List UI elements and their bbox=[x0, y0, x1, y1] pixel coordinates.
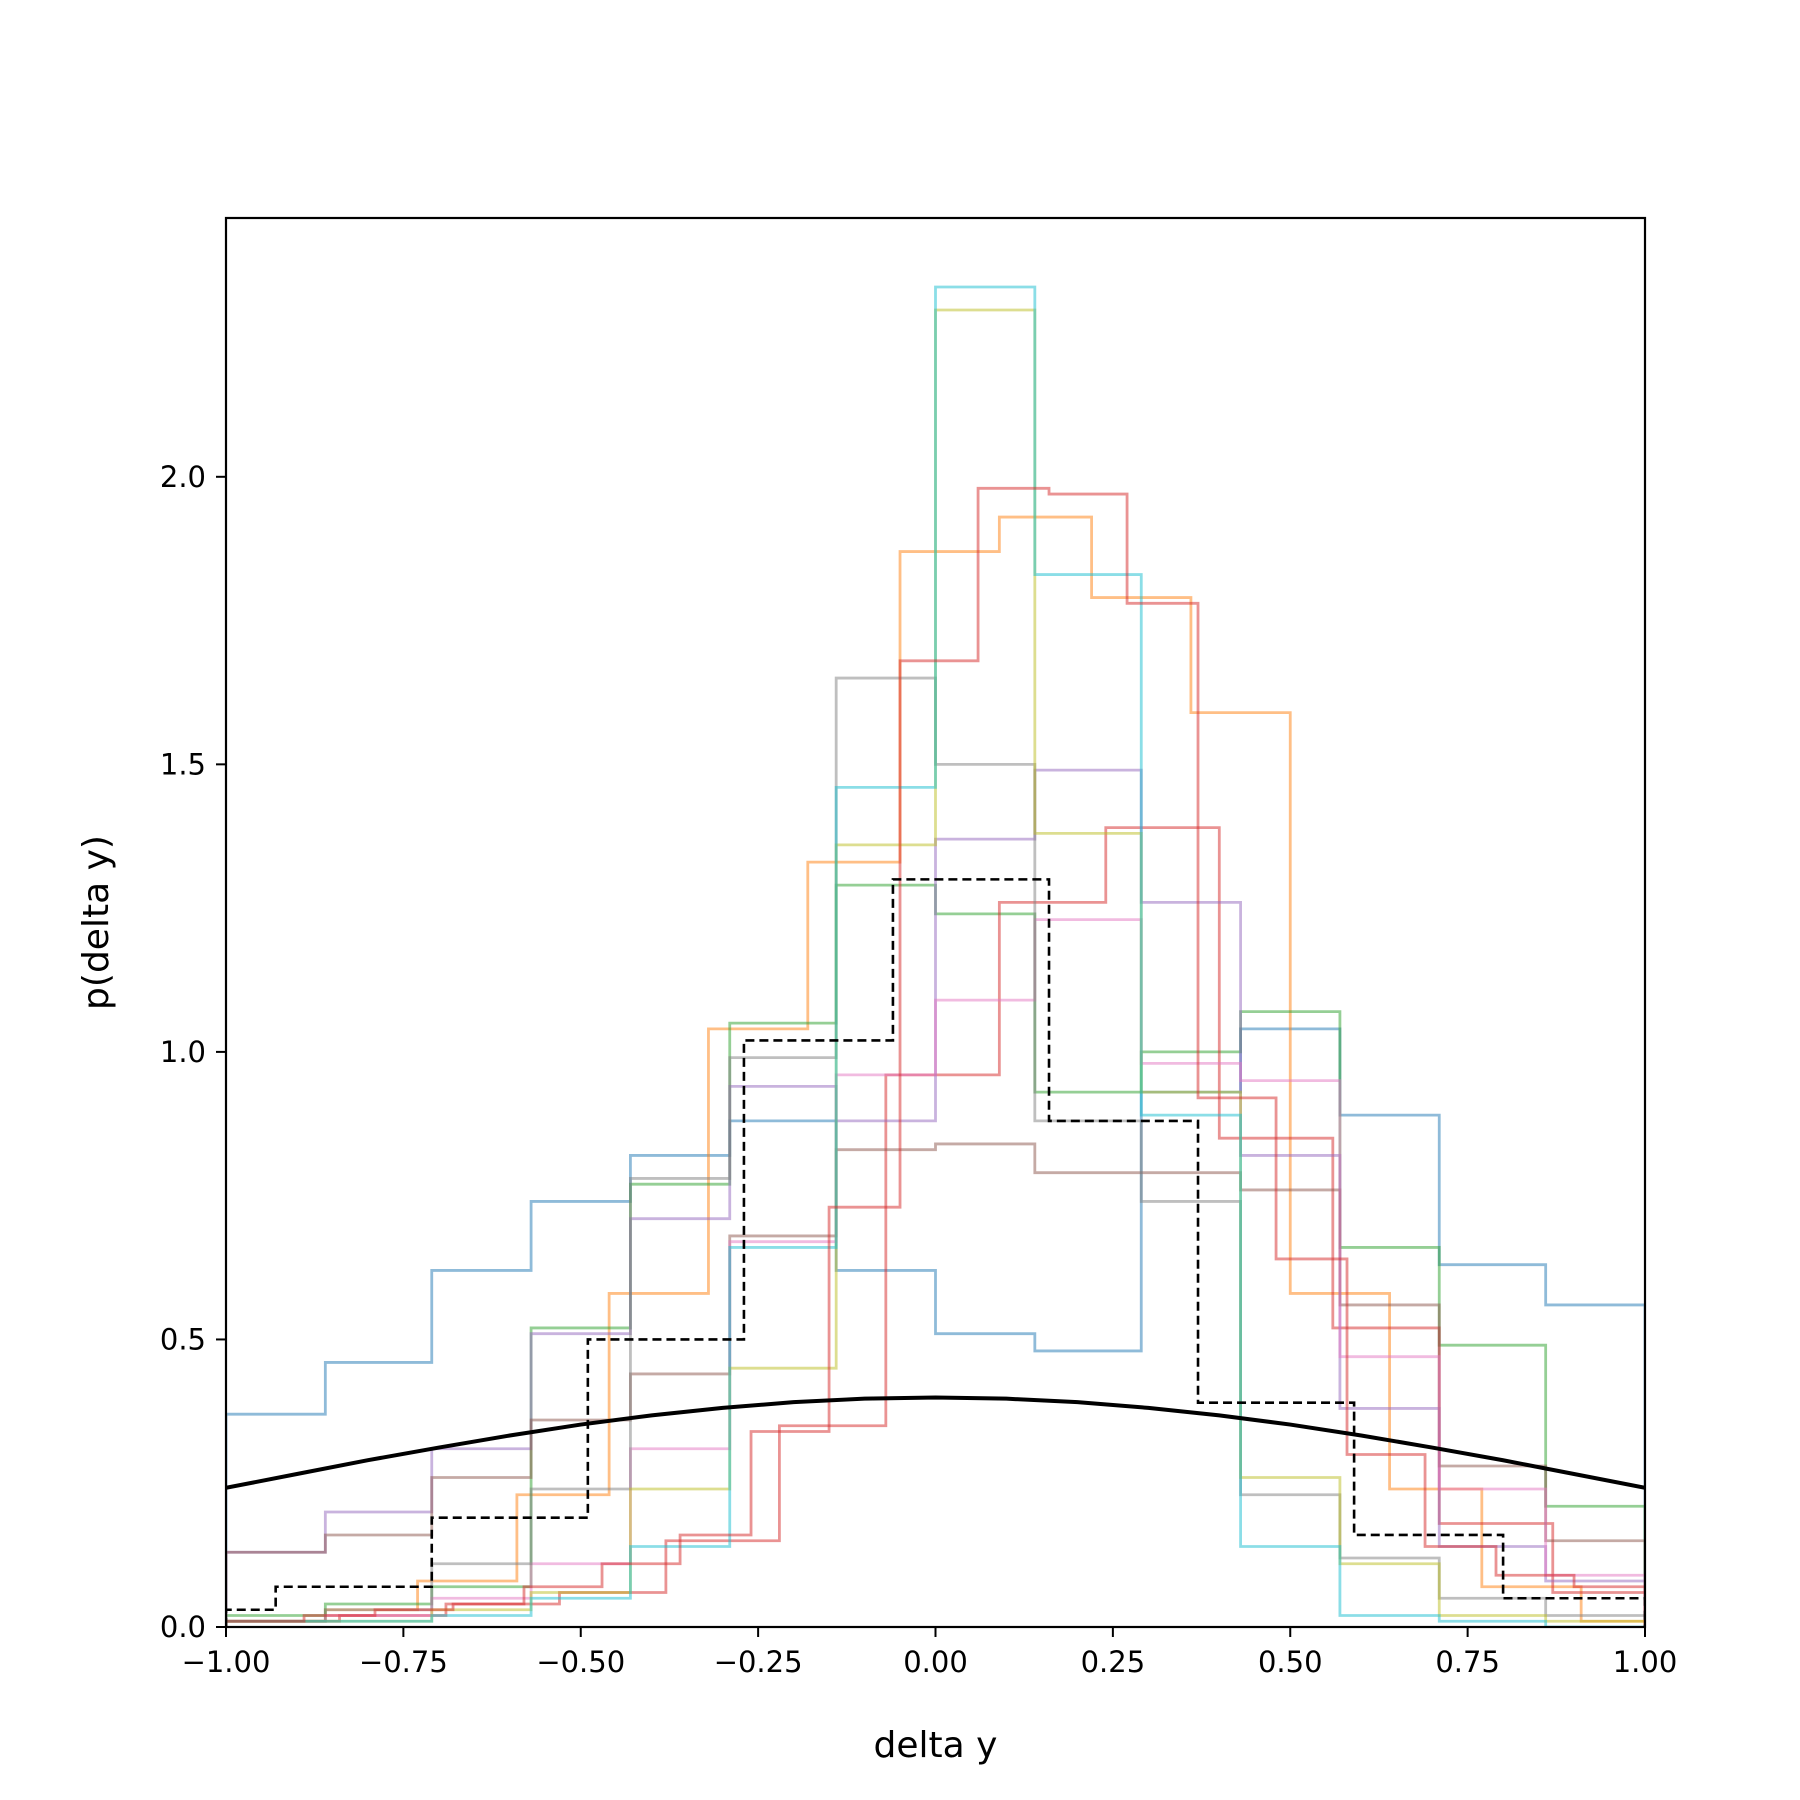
curve-layer bbox=[226, 1395, 1645, 1490]
y-tick-label: 0.0 bbox=[160, 1610, 206, 1644]
x-tick-label: −0.75 bbox=[359, 1645, 448, 1679]
histogram-series-11 bbox=[226, 486, 1645, 1627]
x-tick-label: 0.00 bbox=[903, 1645, 968, 1679]
y-axis-label: p(delta y) bbox=[76, 835, 117, 1010]
histogram-series-6 bbox=[226, 1142, 1645, 1627]
y-axis-ticks: 0.0 0.5 1.0 1.5 2.0 bbox=[160, 460, 226, 1644]
y-tick-label: 1.0 bbox=[160, 1035, 206, 1069]
x-tick-label: 0.50 bbox=[1258, 1645, 1323, 1679]
histogram-series-5 bbox=[226, 768, 1645, 1627]
histogram-series-4 bbox=[226, 826, 1645, 1627]
y-tick-label: 2.0 bbox=[160, 460, 206, 494]
y-tick-label: 0.5 bbox=[160, 1322, 206, 1356]
x-tick-label: −1.00 bbox=[182, 1645, 271, 1679]
x-tick-label: 0.25 bbox=[1081, 1645, 1146, 1679]
histogram-series-layer bbox=[226, 285, 1645, 1627]
x-tick-label: −0.25 bbox=[714, 1645, 803, 1679]
density-curve bbox=[226, 1395, 1645, 1490]
x-tick-label: 1.00 bbox=[1613, 1645, 1678, 1679]
y-tick-label: 1.5 bbox=[160, 747, 206, 781]
x-tick-label: −0.50 bbox=[536, 1645, 625, 1679]
histogram-series-10 bbox=[226, 285, 1645, 1627]
x-axis-label: delta y bbox=[874, 1725, 998, 1766]
x-axis-ticks: −1.00 −0.75 −0.50 −0.25 0.00 0.25 0.50 0.75 1.00 bbox=[182, 1627, 1678, 1679]
histogram-dashed-series bbox=[226, 878, 1645, 1627]
x-tick-label: 0.75 bbox=[1435, 1645, 1500, 1679]
